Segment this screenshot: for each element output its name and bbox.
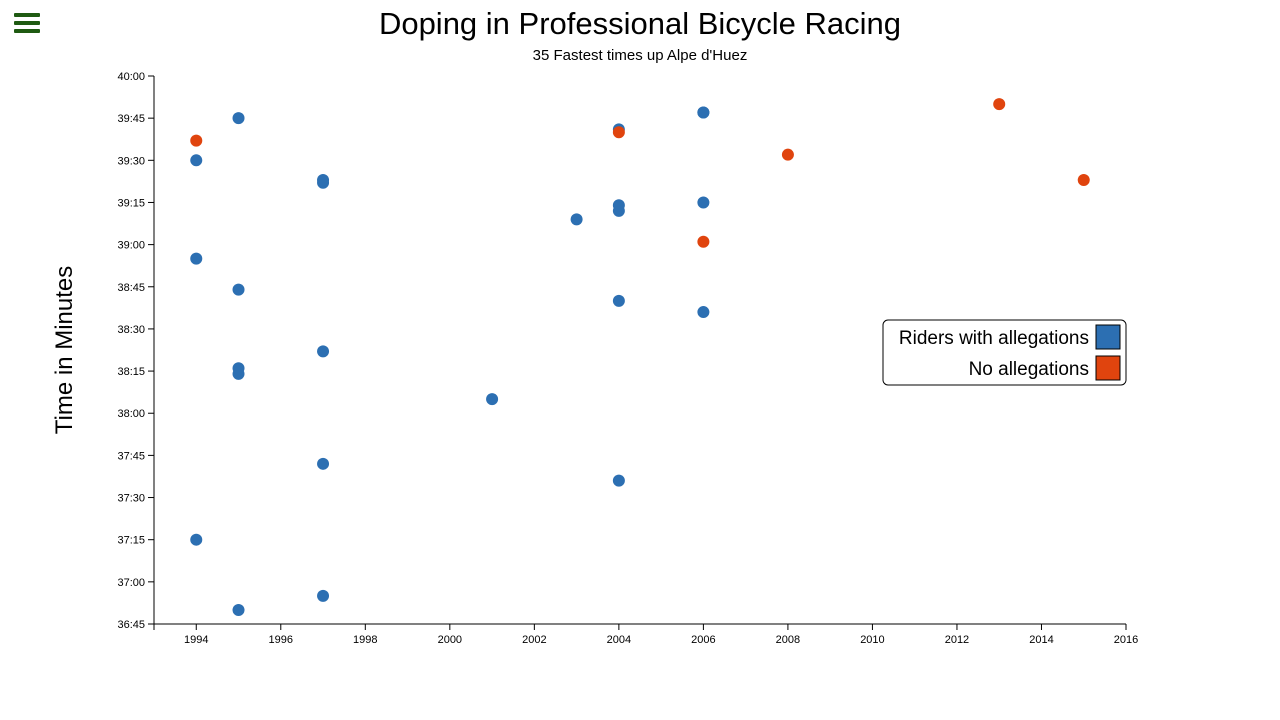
dot-allegations[interactable] xyxy=(612,199,625,212)
x-axis: 1994 1996 1998 2000 2002 2004 2006 2008 2010 2012… xyxy=(153,623,1138,646)
dot-allegations[interactable] xyxy=(570,213,583,226)
y-tick-label: 40:00 xyxy=(117,71,145,83)
y-tick-label: 39:15 xyxy=(117,197,145,209)
dot-no-allegations[interactable] xyxy=(612,126,625,139)
dot-no-allegations[interactable] xyxy=(993,98,1006,111)
legend-box xyxy=(882,319,1127,386)
legend-swatch-allegations xyxy=(1095,324,1121,350)
legend-label: No allegations xyxy=(969,359,1089,380)
menu-bar xyxy=(14,29,40,33)
y-tick-label: 39:45 xyxy=(117,113,145,125)
dot-allegations[interactable] xyxy=(190,154,203,167)
x-tick-label: 2010 xyxy=(860,634,884,646)
dot-allegations[interactable] xyxy=(697,106,710,119)
dot-no-allegations[interactable] xyxy=(190,134,203,147)
dot-allegations[interactable] xyxy=(612,474,625,487)
x-tick-label: 2012 xyxy=(945,634,969,646)
dot-allegations[interactable] xyxy=(697,196,710,209)
y-tick-label: 36:45 xyxy=(117,619,145,631)
dot-allegations[interactable] xyxy=(697,306,710,319)
dot-allegations[interactable] xyxy=(232,603,245,616)
x-tick-label: 2000 xyxy=(438,634,462,646)
dot-allegations[interactable] xyxy=(190,252,203,265)
y-tick-label: 38:00 xyxy=(117,408,145,420)
dot-no-allegations[interactable] xyxy=(1077,173,1090,186)
dot-no-allegations[interactable] xyxy=(781,148,794,161)
legend-label: Riders with allegations xyxy=(899,328,1089,349)
chart-title: Doping in Professional Bicycle Racing xyxy=(378,6,902,41)
dot-allegations[interactable] xyxy=(190,533,203,546)
dot-allegations[interactable] xyxy=(232,112,245,125)
x-tick-label: 2004 xyxy=(607,634,631,646)
dot-no-allegations[interactable] xyxy=(697,235,710,248)
dot-allegations[interactable] xyxy=(486,393,499,406)
y-tick-label: 38:45 xyxy=(117,282,145,294)
legend: Riders with allegations No allegations xyxy=(882,319,1127,386)
dot-allegations[interactable] xyxy=(317,457,330,470)
y-tick-label: 38:15 xyxy=(117,366,145,378)
y-axis: 40:00 39:45 39:30 39:15 39:00 38:45 38:30 38:15… xyxy=(117,71,155,631)
dot-allegations[interactable] xyxy=(232,362,245,375)
dot-allegations[interactable] xyxy=(317,173,330,186)
x-tick-label: 2014 xyxy=(1029,634,1053,646)
dot-allegations[interactable] xyxy=(612,294,625,307)
hamburger-menu-icon[interactable] xyxy=(12,10,42,36)
y-tick-label: 37:45 xyxy=(117,450,145,462)
y-tick-label: 39:30 xyxy=(117,155,145,167)
x-tick-label: 2006 xyxy=(691,634,715,646)
data-points xyxy=(190,98,1090,616)
dot-allegations[interactable] xyxy=(317,589,330,602)
x-tick-label: 2008 xyxy=(776,634,800,646)
x-tick-label: 1996 xyxy=(269,634,293,646)
legend-swatch-no-allegations xyxy=(1095,355,1121,381)
y-axis-title: Time in Minutes xyxy=(51,266,78,435)
dot-allegations[interactable] xyxy=(317,345,330,358)
menu-bar xyxy=(14,13,40,17)
x-tick-label: 2002 xyxy=(522,634,546,646)
x-tick-label: 2016 xyxy=(1114,634,1138,646)
y-tick-label: 37:30 xyxy=(117,493,145,505)
menu-bar xyxy=(14,21,40,25)
x-tick-label: 1994 xyxy=(184,634,208,646)
x-tick-label: 1998 xyxy=(353,634,377,646)
y-tick-label: 39:00 xyxy=(117,240,145,252)
y-tick-label: 38:30 xyxy=(117,324,145,336)
y-tick-label: 37:00 xyxy=(117,577,145,589)
y-tick-label: 37:15 xyxy=(117,535,145,547)
dot-allegations[interactable] xyxy=(232,283,245,296)
chart-subtitle: 35 Fastest times up Alpe d'Huez xyxy=(532,47,748,64)
